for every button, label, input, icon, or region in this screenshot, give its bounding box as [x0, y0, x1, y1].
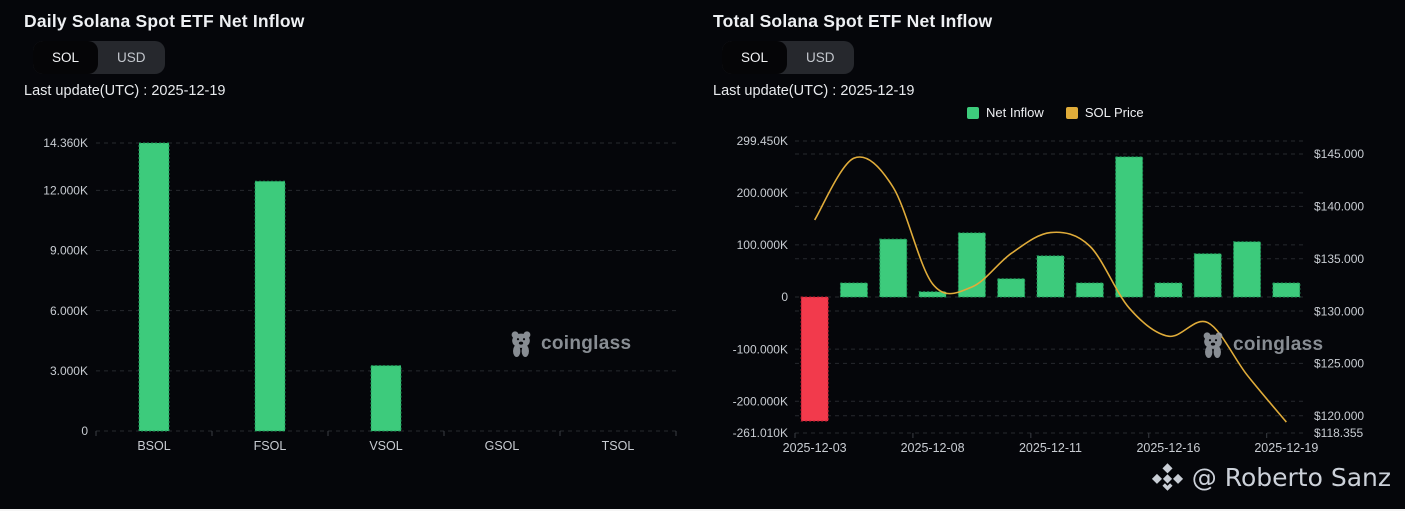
x-axis-label: 2025-12-11 [1019, 441, 1082, 455]
sol-price-line[interactable] [813, 156, 1287, 423]
author-handle: @ Roberto Sanz [1191, 463, 1391, 492]
x-axis-label: 2025-12-03 [783, 441, 847, 455]
y-axis-label: 3.000K [50, 364, 88, 378]
y-axis-label: 9.000K [50, 244, 88, 258]
bar-2025-12-10[interactable] [997, 278, 1026, 298]
bar-FSOL[interactable] [254, 180, 286, 432]
net-inflow-series[interactable] [800, 156, 1301, 422]
bar-2025-12-08[interactable] [918, 291, 947, 298]
y-axis-label: -200.000K [733, 394, 788, 408]
y-axis-label: 0 [781, 290, 788, 304]
daily-currency-toggle: SOL USD [33, 41, 165, 74]
bar-2025-12-04[interactable] [839, 282, 868, 298]
bar-2025-12-19[interactable] [1272, 282, 1301, 298]
total-chart-header: Total Solana Spot ETF Net Inflow SOL USD… [713, 0, 992, 99]
total-last-update: Last update(UTC) : 2025-12-19 [713, 83, 915, 99]
toggle-option-sol[interactable]: SOL [33, 41, 99, 74]
x-axis-label: 2025-12-16 [1136, 441, 1200, 455]
x-axis-label: TSOL [602, 439, 635, 453]
total-chart-title: Total Solana Spot ETF Net Inflow [713, 11, 993, 31]
legend-item-net-inflow[interactable]: Net Inflow [967, 105, 1044, 120]
toggle-option-sol[interactable]: SOL [722, 41, 788, 74]
net-inflow-swatch [967, 106, 979, 119]
x-axis-label: 2025-12-08 [901, 441, 965, 455]
binance-logo-icon [1151, 463, 1183, 491]
y-axis-label: $140.000 [1314, 200, 1364, 214]
y-axis-label: -100.000K [733, 342, 788, 356]
toggle-option-usd[interactable]: USD [806, 50, 835, 65]
total-currency-toggle: SOL USD [722, 41, 854, 74]
coinglass-watermark-text: coinglass [1233, 334, 1324, 355]
y-axis-label: 6.000K [50, 304, 88, 318]
legend-item-sol-price[interactable]: SOL Price [1065, 105, 1144, 120]
coinglass-bear-icon [1203, 332, 1223, 359]
y-axis-label: 299.450K [737, 134, 788, 148]
y-axis-label: $135.000 [1314, 252, 1364, 266]
author-credit: @ Roberto Sanz [1151, 461, 1391, 494]
y-axis-label: 100.000K [737, 238, 788, 252]
x-axis-label: GSOL [485, 439, 520, 453]
y-axis-label: $120.000 [1314, 409, 1364, 423]
x-axis-label: VSOL [369, 439, 402, 453]
bar-2025-12-12[interactable] [1075, 282, 1104, 298]
coinglass-bear-icon [511, 331, 531, 358]
bar-2025-12-05[interactable] [879, 238, 908, 298]
toggle-option-usd[interactable]: USD [117, 50, 146, 65]
y-axis-label: 12.000K [43, 184, 88, 198]
y-axis-label: -261.010K [733, 426, 788, 440]
y-axis-label: 14.360K [43, 136, 88, 150]
daily-inflow-chart-plot: 14.360K 12.000K 9.000K 6.000K 3.000K 0 BSOL FSO… [43, 136, 677, 453]
y-axis-label: $118.355 [1314, 426, 1363, 440]
sol-price-label: SOL Price [1084, 105, 1144, 120]
daily-chart-header: Daily Solana Spot ETF Net Inflow SOL USD… [24, 0, 305, 99]
y-axis-label: $130.000 [1314, 304, 1364, 318]
coinglass-watermark-text: coinglass [541, 333, 632, 354]
daily-last-update: Last update(UTC) : 2025-12-19 [24, 83, 226, 99]
bar-2025-12-17[interactable] [1193, 253, 1222, 298]
bar-2025-12-15[interactable] [1115, 156, 1144, 298]
coinglass-watermark: coinglass [508, 330, 631, 358]
bar-2025-12-11[interactable] [1036, 255, 1065, 298]
x-axis-label: 2025-12-19 [1254, 441, 1318, 455]
bar-BSOL[interactable] [138, 142, 170, 432]
coinglass-watermark: coinglass [1200, 331, 1323, 359]
total-chart-legend: Net Inflow SOL Price [967, 105, 1144, 120]
total-inflow-chart-plot: 299.450K 200.000K 100.000K 0 -100.000K -200.0… [733, 134, 1365, 455]
y-axis-label: $145.000 [1314, 147, 1364, 161]
bar-2025-12-18[interactable] [1233, 241, 1262, 298]
bottom-divider [0, 509, 1405, 511]
bar-2025-12-03[interactable] [800, 296, 829, 422]
y-axis-label: $125.000 [1314, 357, 1364, 371]
bar-VSOL[interactable] [370, 365, 402, 432]
y-axis-label: 200.000K [737, 186, 788, 200]
sol-price-swatch [1065, 106, 1078, 119]
bar-2025-12-16[interactable] [1154, 282, 1183, 298]
y-axis-label: 0 [81, 424, 88, 438]
daily-chart-title: Daily Solana Spot ETF Net Inflow [24, 11, 305, 31]
x-axis-label: FSOL [254, 439, 287, 453]
x-axis-label: BSOL [137, 439, 170, 453]
net-inflow-label: Net Inflow [986, 105, 1044, 120]
